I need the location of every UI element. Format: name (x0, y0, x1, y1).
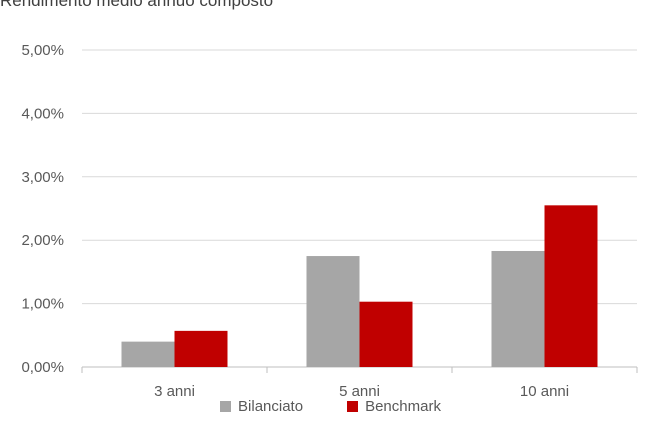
bar-benchmark-1 (359, 301, 413, 367)
chart-legend: Bilanciato Benchmark (0, 398, 661, 415)
x-tick-label: 3 anni (154, 383, 195, 400)
legend-item-benchmark: Benchmark (347, 398, 441, 415)
y-tick-label: 3,00% (21, 169, 64, 186)
bar-benchmark-0 (174, 330, 228, 367)
chart-title: Rendimento medio annuo composto (0, 0, 274, 10)
x-tick-label: 5 anni (339, 383, 380, 400)
legend-label-bilanciato: Bilanciato (238, 398, 304, 415)
x-tick-label: 10 anni (520, 383, 569, 400)
bar-benchmark-2 (544, 205, 598, 367)
bar-bilanciato-0 (121, 341, 175, 367)
y-tick-label: 2,00% (21, 232, 64, 249)
bar-bilanciato-1 (306, 256, 360, 367)
legend-label-benchmark: Benchmark (365, 398, 441, 415)
y-tick-label: 5,00% (21, 42, 64, 59)
y-tick-label: 4,00% (21, 105, 64, 122)
legend-swatch-bilanciato (220, 401, 232, 412)
bar-bilanciato-2 (491, 250, 545, 367)
y-tick-label: 1,00% (21, 296, 64, 313)
legend-item-bilanciato: Bilanciato (220, 398, 303, 415)
y-tick-label: 0,00% (21, 359, 64, 376)
legend-swatch-benchmark (347, 401, 359, 412)
